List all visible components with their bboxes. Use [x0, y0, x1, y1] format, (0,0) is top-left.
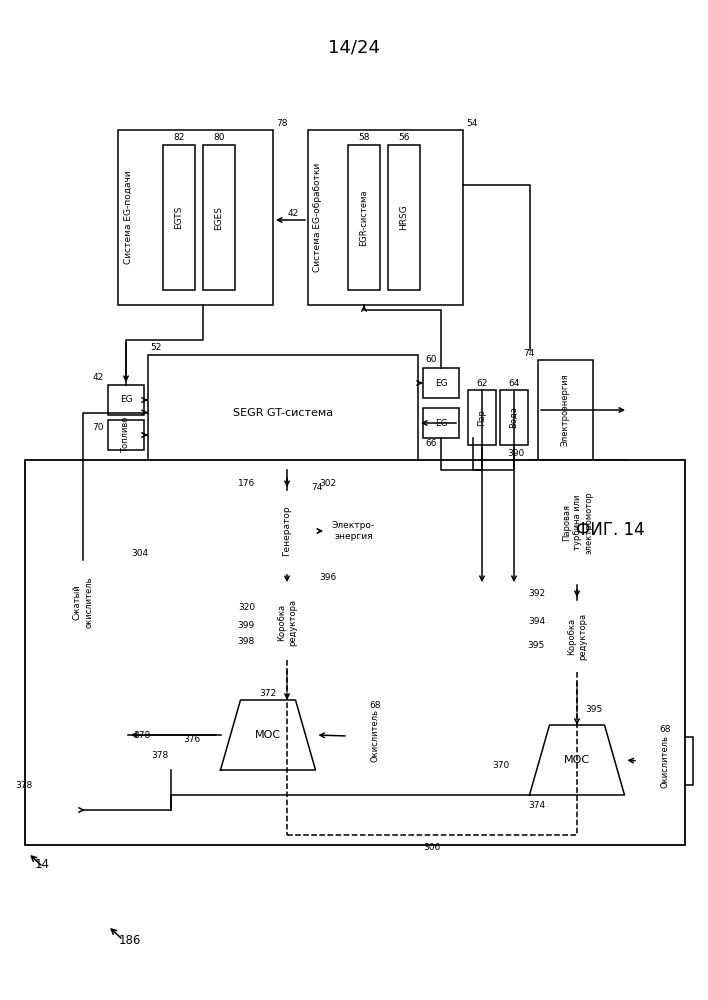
Text: Электроэнергия: Электроэнергия — [561, 374, 570, 446]
Text: Сжатый
окислитель: Сжатый окислитель — [73, 577, 93, 628]
Text: 396: 396 — [319, 574, 336, 582]
Text: 302: 302 — [319, 479, 336, 488]
Text: Окислитель: Окислитель — [661, 734, 670, 788]
Text: 376: 376 — [183, 736, 200, 744]
Text: Окислитель: Окислитель — [371, 710, 380, 762]
Text: 74: 74 — [312, 484, 323, 492]
Text: 42: 42 — [287, 209, 299, 218]
Bar — [148, 355, 418, 470]
Text: 394: 394 — [528, 617, 545, 626]
Bar — [118, 130, 273, 305]
Text: 306: 306 — [423, 842, 440, 852]
Text: Электро-
энергия: Электро- энергия — [332, 521, 375, 541]
Bar — [528, 460, 628, 585]
Text: 398: 398 — [238, 638, 255, 647]
Text: 372: 372 — [259, 688, 277, 698]
Text: EG: EG — [120, 395, 132, 404]
Text: 320: 320 — [238, 602, 255, 611]
Bar — [388, 145, 420, 290]
Bar — [25, 460, 685, 845]
Text: Коробка
редуктора: Коробка редуктора — [277, 599, 297, 646]
Text: 74: 74 — [524, 349, 535, 358]
Text: 378: 378 — [133, 730, 150, 740]
Text: 52: 52 — [150, 344, 161, 353]
Text: Паровая
турбина или
электромотор: Паровая турбина или электромотор — [562, 491, 593, 554]
Text: Система EG-подачи: Система EG-подачи — [123, 171, 132, 264]
Text: Система EG-обработки: Система EG-обработки — [314, 163, 323, 272]
Text: SEGR GT-система: SEGR GT-система — [233, 408, 333, 418]
Text: 54: 54 — [466, 119, 477, 128]
Text: 399: 399 — [238, 620, 255, 630]
Text: HRSG: HRSG — [399, 205, 409, 230]
Text: 304: 304 — [131, 548, 148, 558]
Text: EG: EG — [435, 418, 447, 428]
Text: Коробка
редуктора: Коробка редуктора — [567, 612, 587, 660]
Text: Генератор: Генератор — [282, 506, 292, 556]
Text: 186: 186 — [119, 934, 141, 946]
Text: 14: 14 — [35, 858, 50, 871]
Bar — [548, 600, 606, 672]
Text: EGTS: EGTS — [174, 206, 183, 229]
Text: 395: 395 — [585, 706, 603, 714]
Text: EGR-система: EGR-система — [360, 189, 368, 246]
Bar — [258, 585, 316, 660]
Text: 80: 80 — [213, 132, 224, 141]
Text: 70: 70 — [93, 424, 104, 432]
Bar — [326, 495, 381, 567]
Text: 378: 378 — [16, 780, 33, 790]
Text: 392: 392 — [528, 588, 545, 597]
Bar — [163, 145, 195, 290]
Text: Вода: Вода — [510, 407, 518, 428]
Text: 68: 68 — [659, 726, 670, 734]
Text: 42: 42 — [93, 372, 104, 381]
Bar — [203, 145, 235, 290]
Text: Пар: Пар — [477, 409, 486, 426]
Bar — [108, 385, 144, 415]
Bar — [308, 130, 463, 305]
Text: МОС: МОС — [255, 730, 281, 740]
Text: 62: 62 — [476, 378, 488, 387]
Text: 82: 82 — [173, 132, 185, 141]
Text: ФИГ. 14: ФИГ. 14 — [576, 521, 644, 539]
Bar — [108, 420, 144, 450]
Text: 374: 374 — [528, 800, 546, 810]
Bar — [468, 390, 496, 445]
Polygon shape — [220, 700, 316, 770]
Text: EG: EG — [435, 378, 447, 387]
Bar — [423, 368, 459, 398]
Text: 68: 68 — [370, 700, 381, 710]
Text: 64: 64 — [508, 378, 520, 387]
Bar — [500, 390, 528, 445]
Bar — [258, 490, 316, 572]
Text: 78: 78 — [276, 119, 287, 128]
Bar — [423, 408, 459, 438]
Bar — [538, 360, 593, 460]
Bar — [638, 737, 693, 785]
Polygon shape — [530, 725, 624, 795]
Bar — [348, 145, 380, 290]
Text: 58: 58 — [358, 132, 370, 141]
Bar — [38, 560, 128, 645]
Text: 378: 378 — [152, 750, 169, 760]
Text: 370: 370 — [492, 760, 510, 770]
Text: 176: 176 — [238, 479, 255, 488]
Text: 390: 390 — [508, 448, 525, 458]
Text: 395: 395 — [527, 641, 545, 650]
Text: 66: 66 — [425, 438, 437, 448]
Text: EGES: EGES — [215, 206, 224, 230]
Text: Топливо: Топливо — [122, 417, 130, 453]
Text: 56: 56 — [398, 132, 410, 141]
Bar — [348, 712, 403, 760]
Text: 14/24: 14/24 — [328, 39, 380, 57]
Text: МОС: МОС — [564, 755, 590, 765]
Text: 60: 60 — [425, 356, 437, 364]
